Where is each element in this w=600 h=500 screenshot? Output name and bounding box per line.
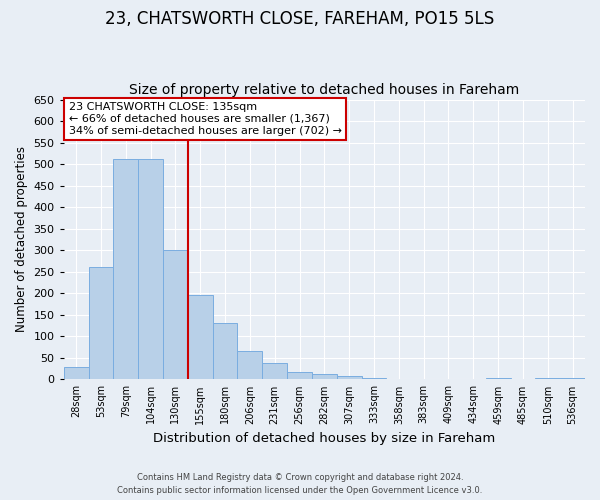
Text: Contains HM Land Registry data © Crown copyright and database right 2024.
Contai: Contains HM Land Registry data © Crown c…	[118, 474, 482, 495]
Bar	[64, 366, 89, 380]
Bar	[535, 378, 560, 380]
Bar	[138, 159, 163, 380]
Text: 23 CHATSWORTH CLOSE: 135sqm
← 66% of detached houses are smaller (1,367)
34% of : 23 CHATSWORTH CLOSE: 135sqm ← 66% of det…	[69, 102, 342, 136]
Bar	[188, 294, 212, 380]
Text: 23, CHATSWORTH CLOSE, FAREHAM, PO15 5LS: 23, CHATSWORTH CLOSE, FAREHAM, PO15 5LS	[106, 10, 494, 28]
Bar	[560, 378, 585, 380]
Bar	[337, 376, 362, 380]
Bar	[89, 266, 113, 380]
Bar	[287, 372, 312, 380]
Bar	[312, 374, 337, 380]
Title: Size of property relative to detached houses in Fareham: Size of property relative to detached ho…	[129, 83, 520, 97]
Bar	[212, 324, 238, 380]
Y-axis label: Number of detached properties: Number of detached properties	[15, 146, 28, 332]
Bar	[362, 378, 386, 380]
Bar	[386, 378, 411, 380]
Bar	[163, 250, 188, 380]
Bar	[262, 363, 287, 380]
Bar	[486, 378, 511, 380]
Bar	[238, 352, 262, 380]
X-axis label: Distribution of detached houses by size in Fareham: Distribution of detached houses by size …	[153, 432, 496, 445]
Bar	[113, 159, 138, 380]
